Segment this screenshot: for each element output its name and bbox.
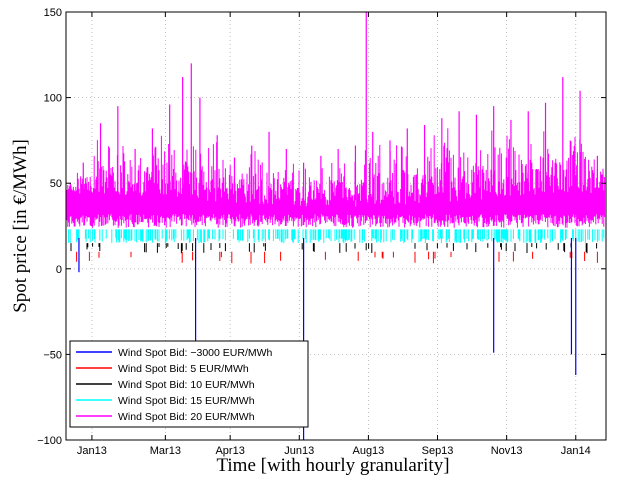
y-tick-label: 0 [56,264,62,276]
legend: Wind Spot Bid: −3000 EUR/MWh Wind Spot Bi… [69,340,309,428]
y-tick-label: −50 [43,349,62,361]
series-5-eur-band [76,251,598,264]
y-axis: −100 −50 0 50 100 150 [37,7,606,447]
plot-frame [65,11,607,441]
y-tick-label: −100 [37,435,62,447]
series-15-eur-band [68,229,605,244]
y-tick-label: 50 [50,178,62,190]
legend-label: Wind Spot Bid: −3000 EUR/MWh [118,347,273,359]
x-axis-label: Time [with hourly granularity] [216,455,449,476]
x-tick-label: Jan13 [77,445,107,457]
price-band [66,128,606,264]
x-axis: Jan13 Mar13 Apr13 Jun13 Aug13 Sep13 Nov13 Jan14 [77,12,591,457]
x-tick-label: Aug13 [352,445,384,457]
x-tick-label: Sep13 [422,445,454,457]
legend-label: Wind Spot Bid: 10 EUR/MWh [118,379,255,391]
x-tick-label: Nov13 [491,445,523,457]
x-tick-label: Jun13 [284,445,314,457]
series-20-eur-band [66,128,606,228]
y-tick-label: 150 [44,7,62,19]
x-tick-label: Apr13 [215,445,244,457]
legend-label: Wind Spot Bid: 15 EUR/MWh [118,395,255,407]
legend-label: Wind Spot Bid: 20 EUR/MWh [118,411,255,423]
legend-label: Wind Spot Bid: 5 EUR/MWh [118,363,249,375]
y-tick-label: 100 [44,93,62,105]
y-axis-label: Spot price [in €/MWh] [10,139,31,313]
x-tick-label: Jan14 [561,445,591,457]
x-tick-label: Mar13 [150,445,181,457]
series-lines [69,12,598,440]
series-10-eur-band [70,243,598,254]
